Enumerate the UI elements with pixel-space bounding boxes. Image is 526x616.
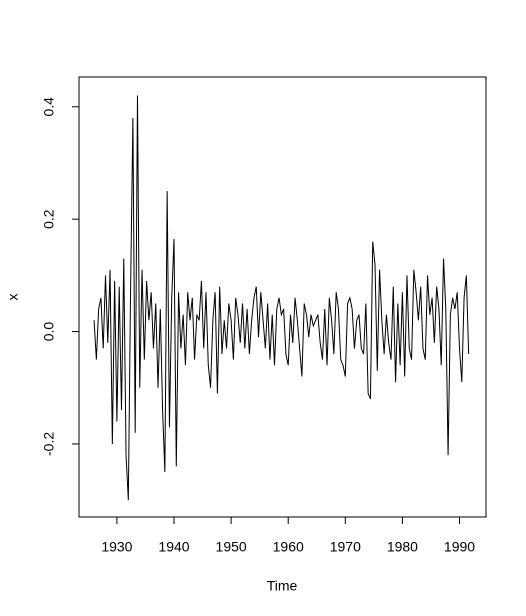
y-tick-label: 0.0	[41, 322, 57, 342]
x-tick-label: 1960	[273, 539, 304, 555]
x-tick-label: 1980	[387, 539, 418, 555]
y-tick-label: 0.2	[41, 209, 57, 229]
x-axis-label: Time	[267, 578, 298, 594]
x-tick-label: 1940	[158, 539, 189, 555]
y-tick-label: 0.4	[41, 97, 57, 117]
plot-box	[78, 76, 487, 518]
x-tick-label: 1930	[101, 539, 132, 555]
y-tick-label: -0.2	[41, 432, 57, 456]
x-tick-label: 1950	[216, 539, 247, 555]
series-line	[93, 95, 470, 501]
x-tick-label: 1970	[330, 539, 361, 555]
x-tick-label: 1990	[444, 539, 475, 555]
y-axis-label: x	[5, 294, 21, 301]
